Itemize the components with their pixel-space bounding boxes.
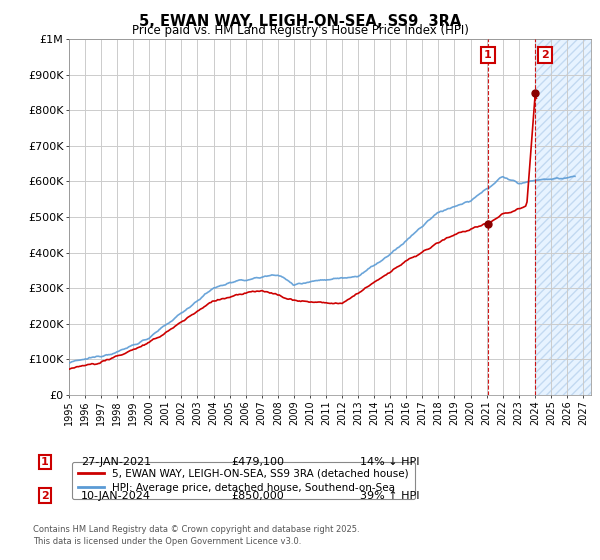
Text: 2: 2	[41, 491, 49, 501]
Bar	[535, 39, 591, 395]
Text: 5, EWAN WAY, LEIGH-ON-SEA, SS9  3RA: 5, EWAN WAY, LEIGH-ON-SEA, SS9 3RA	[139, 14, 461, 29]
Legend: 5, EWAN WAY, LEIGH-ON-SEA, SS9 3RA (detached house), HPI: Average price, detache: 5, EWAN WAY, LEIGH-ON-SEA, SS9 3RA (deta…	[71, 462, 415, 499]
Text: Contains HM Land Registry data © Crown copyright and database right 2025.
This d: Contains HM Land Registry data © Crown c…	[33, 525, 359, 546]
Text: 39% ↑ HPI: 39% ↑ HPI	[360, 491, 419, 501]
Text: £850,000: £850,000	[231, 491, 284, 501]
Text: 10-JAN-2024: 10-JAN-2024	[81, 491, 151, 501]
Text: £479,100: £479,100	[231, 457, 284, 467]
Bar	[535, 39, 591, 395]
Text: 2: 2	[541, 50, 549, 60]
Text: Price paid vs. HM Land Registry's House Price Index (HPI): Price paid vs. HM Land Registry's House …	[131, 24, 469, 37]
Text: 1: 1	[484, 50, 492, 60]
Text: 27-JAN-2021: 27-JAN-2021	[81, 457, 151, 467]
Text: 1: 1	[41, 457, 49, 467]
Text: 14% ↓ HPI: 14% ↓ HPI	[360, 457, 419, 467]
